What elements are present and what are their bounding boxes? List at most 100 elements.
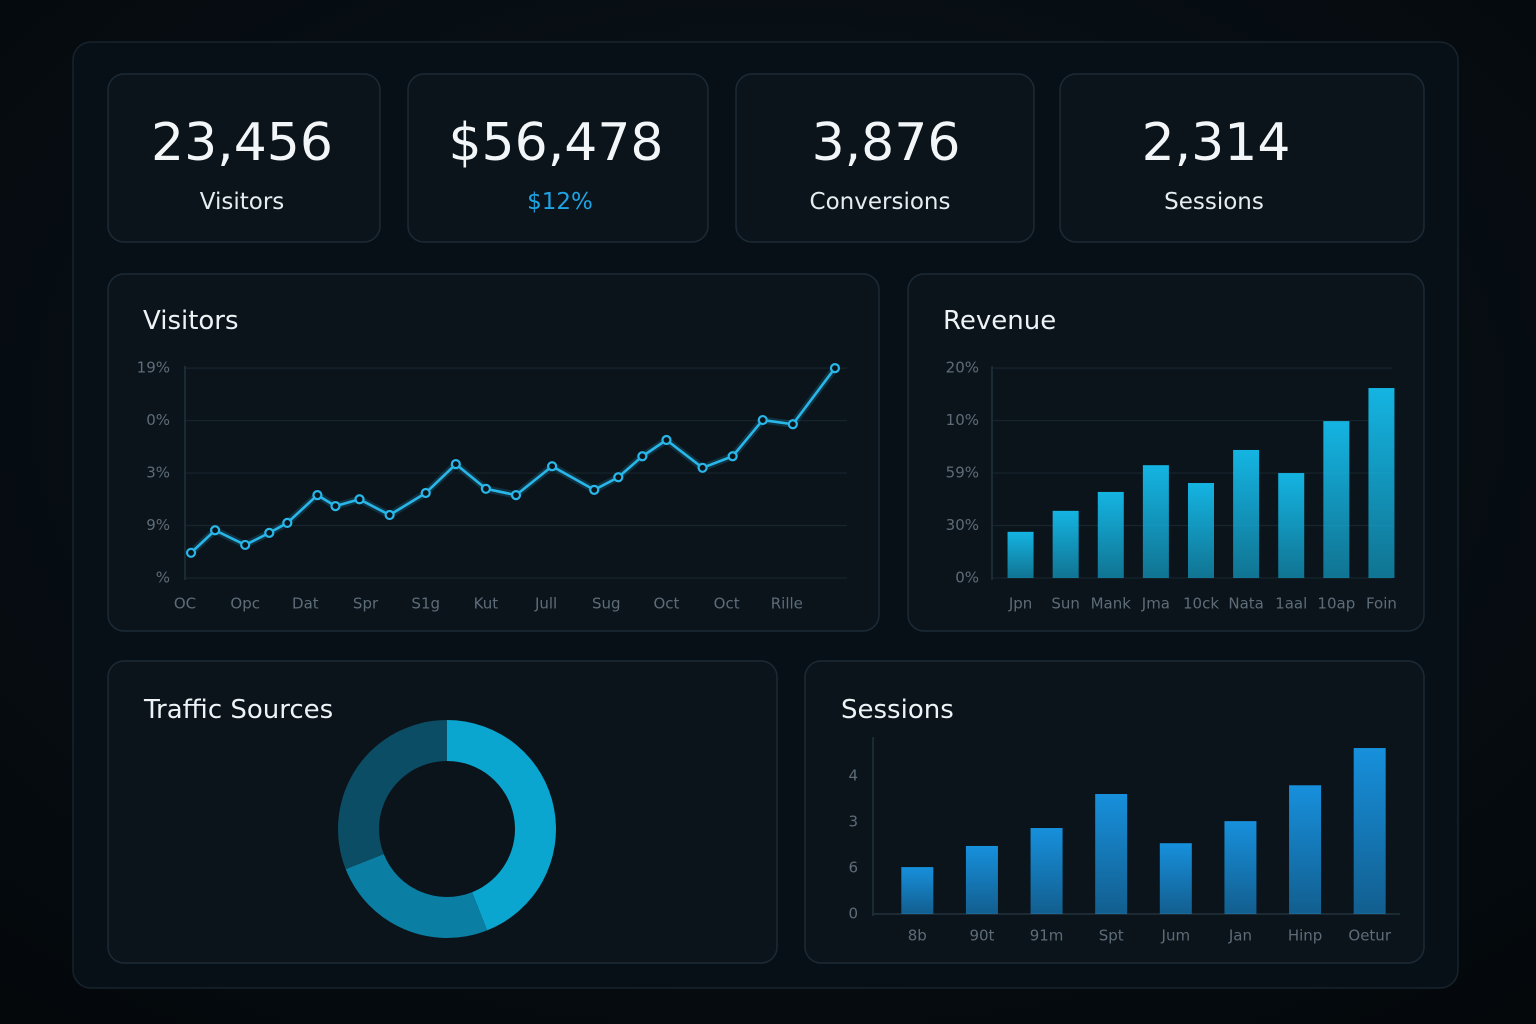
y-tick-label: 0: [848, 905, 858, 923]
point: [787, 419, 798, 430]
point: [209, 525, 221, 536]
point: [240, 539, 251, 551]
point: [613, 472, 624, 483]
bar: [1142, 465, 1169, 578]
point: [589, 484, 600, 495]
y-tick-label: 20%: [946, 359, 979, 377]
x-tick-label: 91m: [1030, 927, 1064, 945]
x-tick-label: Mank: [1091, 595, 1132, 613]
point: [450, 459, 461, 470]
kpi-card: [1059, 73, 1425, 243]
y-tick-label: %: [156, 569, 170, 587]
x-tick-label: Oct: [714, 595, 740, 613]
bar: [965, 845, 998, 914]
point: [185, 547, 197, 558]
point: [727, 451, 738, 462]
y-tick-label: 6: [848, 859, 858, 877]
x-tick-label: 1aal: [1275, 595, 1307, 613]
point: [757, 414, 768, 426]
bar: [1368, 388, 1395, 578]
bar: [1289, 785, 1322, 914]
bar: [1233, 449, 1260, 578]
donut-segment: [338, 720, 447, 870]
kpi-value: 2,314: [1142, 113, 1291, 173]
donut-segment: [447, 720, 557, 931]
chart-title: Visitors: [143, 306, 239, 336]
bar: [1097, 491, 1124, 578]
kpi-value: 3,876: [812, 113, 961, 173]
x-tick-label: 90t: [969, 927, 994, 945]
chart-panel: [107, 660, 778, 964]
point: [637, 451, 648, 462]
x-tick-label: Hinp: [1288, 927, 1322, 945]
bar: [1278, 473, 1305, 578]
point: [420, 487, 431, 499]
kpi-change: $12%: [527, 189, 593, 215]
x-tick-label: Foin: [1366, 595, 1397, 613]
x-tick-label: Sug: [592, 595, 621, 613]
x-tick-label: S1g: [411, 595, 440, 613]
x-tick-label: Oct: [653, 595, 679, 613]
x-tick-label: Jan: [1228, 927, 1252, 945]
x-tick-label: Nata: [1228, 595, 1264, 613]
bar: [901, 867, 934, 914]
x-tick-label: Jma: [1141, 595, 1170, 613]
point: [384, 509, 395, 521]
y-tick-label: 3%: [146, 464, 170, 482]
y-tick-label: 4: [848, 767, 858, 785]
bar: [1323, 421, 1350, 578]
y-tick-label: 0%: [955, 569, 979, 587]
kpi-card: [407, 73, 709, 243]
point: [330, 501, 341, 512]
x-tick-label: Jull: [534, 595, 557, 613]
bar: [1224, 821, 1257, 914]
y-tick-label: 0%: [146, 411, 170, 429]
x-tick-label: Spt: [1099, 927, 1124, 945]
x-tick-label: 10ap: [1317, 595, 1355, 613]
y-tick-label: 19%: [137, 359, 170, 377]
x-tick-label: Rille: [771, 595, 803, 613]
bar: [1095, 794, 1128, 914]
bar: [1159, 843, 1192, 914]
point: [312, 489, 323, 501]
point: [354, 494, 365, 505]
kpi-label: Visitors: [200, 189, 285, 215]
point: [547, 461, 558, 472]
x-tick-label: 10ck: [1183, 595, 1219, 613]
x-tick-label: Spr: [353, 595, 379, 613]
x-tick-label: Opc: [230, 595, 260, 613]
bar: [1052, 510, 1079, 578]
kpi-label: Sessions: [1164, 189, 1264, 215]
x-tick-label: Jum: [1161, 927, 1191, 945]
y-tick-label: 59%: [946, 464, 979, 482]
kpi-card: [735, 73, 1035, 243]
kpi-value: 23,456: [151, 113, 333, 173]
chart-panel: [107, 273, 880, 632]
bar: [1007, 531, 1034, 578]
chart-title: Revenue: [943, 306, 1056, 336]
bar: [1353, 748, 1386, 914]
x-tick-label: Dat: [292, 595, 319, 613]
y-tick-label: 9%: [146, 516, 170, 534]
bar: [1030, 828, 1063, 914]
chart-title: Sessions: [841, 695, 954, 725]
y-tick-label: 30%: [946, 516, 979, 534]
point: [510, 489, 522, 501]
point: [264, 527, 275, 538]
x-tick-label: Kut: [474, 595, 499, 613]
x-tick-label: OC: [174, 595, 196, 613]
y-tick-label: 3: [848, 813, 858, 831]
point: [697, 462, 708, 473]
kpi-card: [107, 73, 381, 243]
x-tick-label: Oetur: [1348, 927, 1391, 945]
kpi-label: Conversions: [810, 189, 951, 215]
x-tick-label: 8b: [908, 927, 927, 945]
kpi-value: $56,478: [448, 113, 663, 173]
y-tick-label: 10%: [946, 411, 979, 429]
x-tick-label: Jpn: [1008, 595, 1032, 613]
bar: [1188, 483, 1214, 578]
x-tick-label: Sun: [1051, 595, 1080, 613]
point: [480, 483, 492, 494]
point: [282, 517, 293, 529]
